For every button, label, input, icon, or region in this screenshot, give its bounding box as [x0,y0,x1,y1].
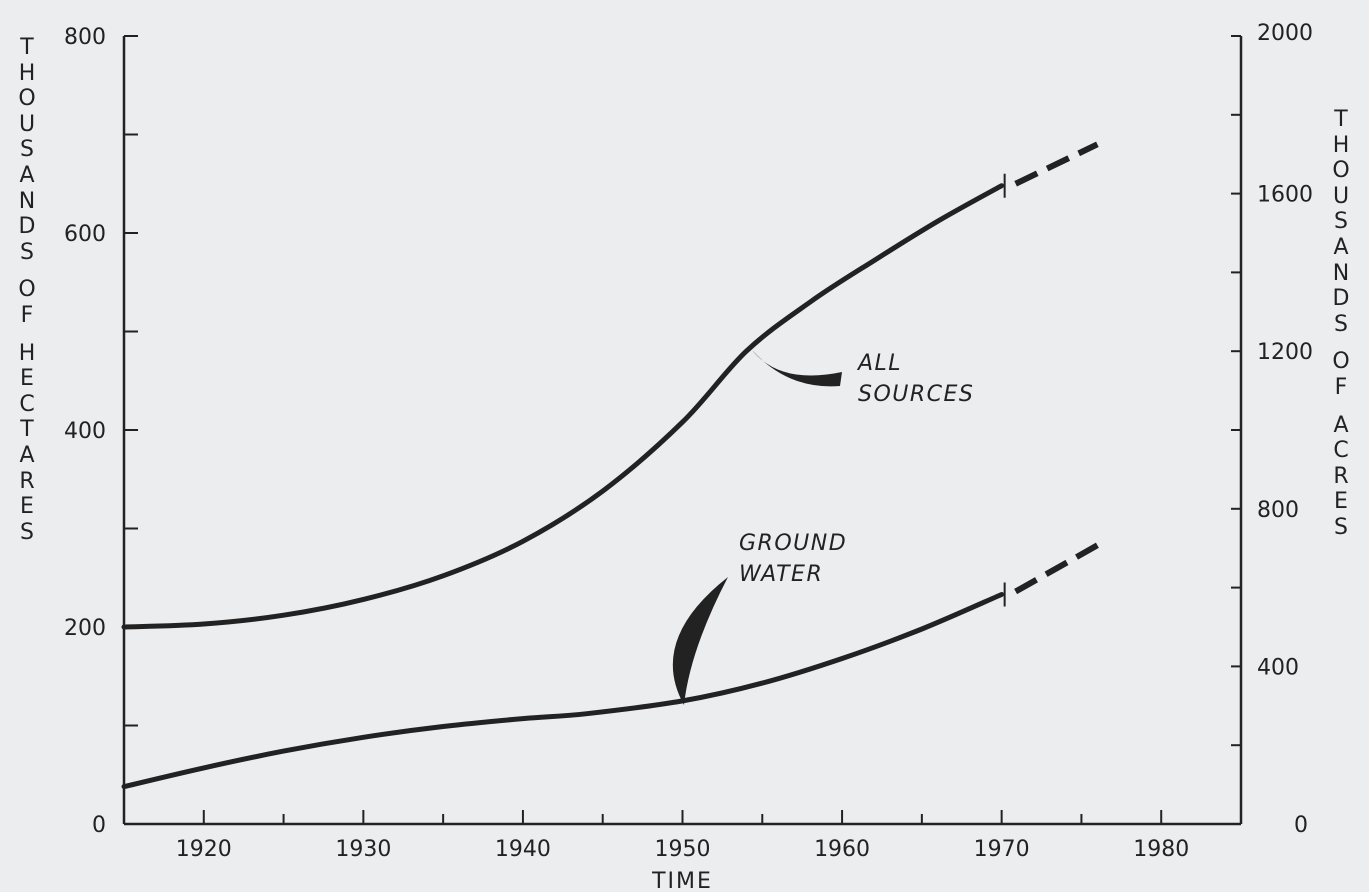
axis-label-letter: T [20,35,34,60]
axis-label-letter: T [20,417,34,443]
projection-dashed-line [1014,141,1099,187]
x-axis-label: TIME [651,869,713,892]
axis-label-letter: F [20,302,34,328]
axis-label-letter: H [18,60,36,86]
x-tick-label: 1930 [335,837,391,862]
axis-label-letter: O [1332,158,1350,184]
x-tick-label: 1960 [814,837,870,862]
x-tick-label: 1970 [974,837,1030,862]
axis-label-letter: F [1334,374,1348,400]
axis-label-letter: D [1332,286,1350,312]
axis-label-letter: H [1332,132,1350,158]
y-tick-label-right: 400 [1257,655,1299,680]
x-tick-label: 1920 [176,837,232,862]
x-tick-label: 1980 [1133,837,1189,862]
axis-label-letter: O [1332,349,1350,375]
axis-label-letter: N [1332,260,1350,286]
axis-label-letter: S [20,519,34,545]
y-tick-label-right: 1600 [1257,183,1313,208]
y-tick-label-left: 800 [64,25,106,50]
series-label: WATER [739,562,823,587]
axis-label-letter: D [18,214,36,240]
axis-label-letter: H [18,340,36,366]
y-tick-label-left: 0 [92,813,106,838]
axis-label-letter: O [18,277,36,303]
series-label: ALL [856,351,902,376]
axis-label-letter: N [18,188,36,214]
label-pointer-ground-water [672,577,728,705]
y-tick-label-right: 1200 [1257,340,1313,365]
axis-label-letter: O [18,86,36,112]
y-tick-label-left: 600 [64,222,106,247]
axis-label-letter: S [20,137,34,163]
series-line-ground-water [121,592,1005,790]
x-tick-label: 1950 [655,837,711,862]
x-tick-label: 1940 [495,837,551,862]
projection-dashed-line [1014,542,1099,595]
y-tick-label-left: 400 [64,419,106,444]
axis-label-letter: U [1332,183,1350,209]
axis-label-letter: S [1334,311,1348,337]
axis-label-letter: A [19,442,35,468]
axis-label-letter: R [1333,463,1349,489]
axis-label-letter: E [20,494,34,520]
y-tick-label-right: 0 [1294,813,1308,838]
axis-label-letter: E [1334,489,1348,515]
axis-label-letter: S [20,239,34,265]
series-label: GROUND [739,531,847,556]
axis-label-letter: A [19,162,35,188]
y-tick-label-left: 200 [64,616,106,641]
series-label: SOURCES [858,382,974,407]
axis-label-letter: T [1334,107,1348,132]
axis-label-letter: A [1333,234,1349,260]
label-pointer-all-sources [752,350,842,387]
axis-label-letter: S [1334,514,1348,540]
y-tick-label-right: 2000 [1257,21,1313,46]
axis-label-letter: C [19,391,35,417]
series-line-all-sources [121,183,1005,630]
y-tick-label-right: 800 [1257,498,1299,523]
axis-label-letter: C [1333,438,1349,464]
axis-label-letter: S [1334,209,1348,235]
axis-label-letter: R [19,468,35,494]
axis-label-letter: U [18,111,36,137]
axis-label-letter: E [20,366,34,392]
axis-label-letter: A [1333,412,1349,438]
